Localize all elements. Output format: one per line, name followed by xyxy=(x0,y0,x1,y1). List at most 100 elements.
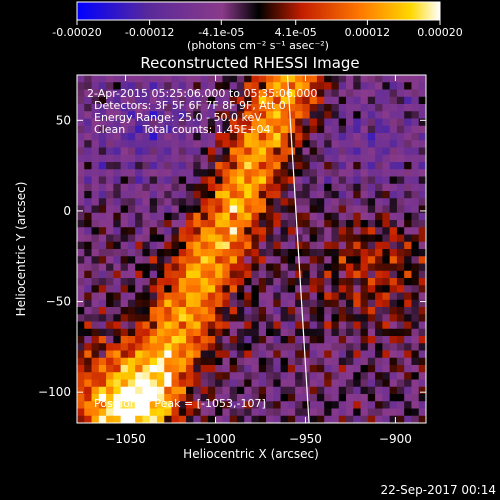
image-pixel xyxy=(389,111,398,120)
image-pixel xyxy=(142,220,151,228)
image-pixel xyxy=(287,82,296,91)
image-pixel xyxy=(149,299,158,308)
colorbar-tick-label: -0.00020 xyxy=(52,26,101,39)
image-pixel xyxy=(302,401,311,410)
image-pixel xyxy=(98,357,107,366)
image-pixel xyxy=(266,256,274,265)
image-pixel xyxy=(84,270,93,279)
image-pixel xyxy=(222,394,231,402)
image-pixel xyxy=(389,357,398,366)
image-pixel xyxy=(207,198,216,207)
image-pixel xyxy=(258,75,267,83)
image-pixel xyxy=(396,357,405,366)
image-pixel xyxy=(127,147,136,156)
image-pixel xyxy=(396,285,405,294)
image-pixel xyxy=(142,154,151,163)
image-pixel xyxy=(338,415,347,423)
image-pixel xyxy=(193,415,202,423)
image-pixel xyxy=(331,415,340,423)
image-pixel xyxy=(367,307,376,315)
image-pixel xyxy=(135,89,144,98)
image-pixel xyxy=(186,365,194,373)
image-pixel xyxy=(287,234,296,243)
image-pixel xyxy=(186,249,194,257)
image-pixel xyxy=(251,415,260,423)
image-pixel xyxy=(331,270,340,279)
image-pixel xyxy=(367,401,376,410)
image-pixel xyxy=(149,198,158,207)
image-pixel xyxy=(164,343,173,352)
image-pixel xyxy=(295,104,303,112)
image-pixel xyxy=(77,169,85,178)
image-pixel xyxy=(77,263,85,272)
image-pixel xyxy=(331,140,340,149)
image-pixel xyxy=(222,285,231,294)
image-pixel xyxy=(338,292,347,301)
image-pixel xyxy=(382,118,391,127)
image-pixel xyxy=(295,270,303,279)
image-pixel xyxy=(287,256,296,265)
image-pixel xyxy=(113,285,122,294)
image-pixel xyxy=(302,278,311,286)
image-pixel xyxy=(120,176,129,185)
image-pixel xyxy=(149,89,158,98)
image-pixel xyxy=(127,169,136,178)
image-pixel xyxy=(200,205,209,214)
image-pixel xyxy=(164,285,173,294)
image-pixel xyxy=(295,285,303,294)
image-pixel xyxy=(106,191,114,199)
image-pixel xyxy=(287,227,296,236)
image-pixel xyxy=(120,140,129,149)
image-pixel xyxy=(171,205,180,214)
image-pixel xyxy=(324,169,333,178)
image-pixel xyxy=(98,104,107,112)
image-pixel xyxy=(171,336,180,344)
image-pixel xyxy=(98,183,107,192)
colorbar-tick-label: -4.1e-05 xyxy=(198,26,244,39)
image-pixel xyxy=(142,96,151,105)
image-pixel xyxy=(280,133,289,141)
image-pixel xyxy=(331,292,340,301)
image-pixel xyxy=(113,415,122,423)
image-pixel xyxy=(236,212,245,221)
image-pixel xyxy=(171,372,180,381)
image-pixel xyxy=(367,357,376,366)
image-pixel xyxy=(149,314,158,323)
image-pixel xyxy=(135,343,144,352)
image-pixel xyxy=(287,270,296,279)
image-pixel xyxy=(280,191,289,199)
image-pixel xyxy=(77,191,85,199)
image-pixel xyxy=(251,162,260,170)
image-pixel xyxy=(215,205,224,214)
image-pixel xyxy=(353,82,362,91)
image-pixel xyxy=(229,278,238,286)
image-pixel xyxy=(207,154,216,163)
image-pixel xyxy=(200,212,209,221)
image-pixel xyxy=(338,372,347,381)
image-pixel xyxy=(396,111,405,120)
image-pixel xyxy=(295,133,303,141)
image-pixel xyxy=(324,263,333,272)
image-pixel xyxy=(338,205,347,214)
image-pixel xyxy=(266,299,274,308)
image-pixel xyxy=(91,147,100,156)
image-pixel xyxy=(324,227,333,236)
image-pixel xyxy=(382,96,391,105)
image-pixel xyxy=(222,336,231,344)
image-pixel xyxy=(389,314,398,323)
image-pixel xyxy=(258,147,267,156)
image-pixel xyxy=(418,350,426,359)
image-pixel xyxy=(186,176,194,185)
image-pixel xyxy=(207,350,216,359)
image-pixel xyxy=(346,270,354,279)
image-pixel xyxy=(309,133,318,141)
image-pixel xyxy=(251,96,260,105)
image-pixel xyxy=(106,162,114,170)
image-pixel xyxy=(186,350,194,359)
image-pixel xyxy=(309,299,318,308)
image-pixel xyxy=(338,111,347,120)
image-pixel xyxy=(418,89,426,98)
image-pixel xyxy=(309,278,318,286)
image-pixel xyxy=(120,278,129,286)
